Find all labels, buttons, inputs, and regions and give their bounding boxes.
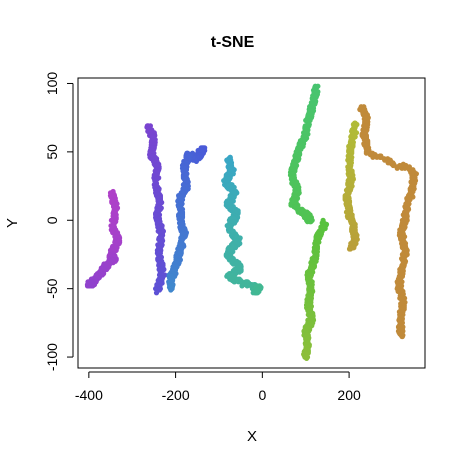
y-axis-label: Y (4, 218, 21, 228)
x-tick-label: -400 (75, 387, 103, 403)
y-tick-label: 100 (44, 72, 60, 96)
data-point (153, 290, 160, 296)
data-point (180, 186, 186, 192)
data-point (396, 164, 402, 170)
y-tick-label: -50 (44, 278, 60, 298)
data-point (343, 201, 349, 207)
data-point (347, 153, 353, 159)
chart-title: t-SNE (211, 34, 255, 51)
data-point (390, 160, 396, 166)
data-point (153, 286, 159, 292)
data-point (406, 197, 412, 203)
data-point (350, 245, 356, 251)
data-point (157, 286, 163, 292)
points-layer (84, 83, 419, 361)
data-point (160, 261, 166, 267)
data-point (316, 239, 322, 245)
y-tick-label: 50 (44, 144, 60, 160)
data-point (312, 257, 318, 263)
data-point (304, 351, 310, 357)
y-tick-label: 0 (44, 216, 60, 224)
x-tick-label: -200 (162, 387, 190, 403)
data-point (257, 283, 263, 289)
data-point (255, 287, 261, 293)
x-axis: -400 -200 0 200 (75, 371, 361, 403)
data-point (365, 146, 371, 152)
x-tick-label: 0 (258, 387, 266, 403)
data-point (156, 250, 163, 256)
data-point (168, 287, 174, 293)
data-point (156, 260, 162, 266)
data-point (309, 217, 315, 223)
data-point (304, 117, 311, 123)
y-tick-label: -100 (44, 343, 60, 371)
data-point (406, 165, 412, 171)
y-axis: -100 -50 0 50 100 (44, 72, 74, 371)
data-point (349, 138, 355, 144)
data-point (110, 197, 116, 203)
x-axis-label: X (247, 428, 257, 445)
plot-frame (77, 77, 426, 369)
data-point (400, 324, 406, 330)
data-point (312, 240, 318, 247)
data-point (87, 282, 93, 288)
x-tick-label: 200 (337, 387, 361, 403)
data-point (168, 283, 174, 289)
data-point (399, 333, 405, 340)
data-point (185, 179, 191, 185)
